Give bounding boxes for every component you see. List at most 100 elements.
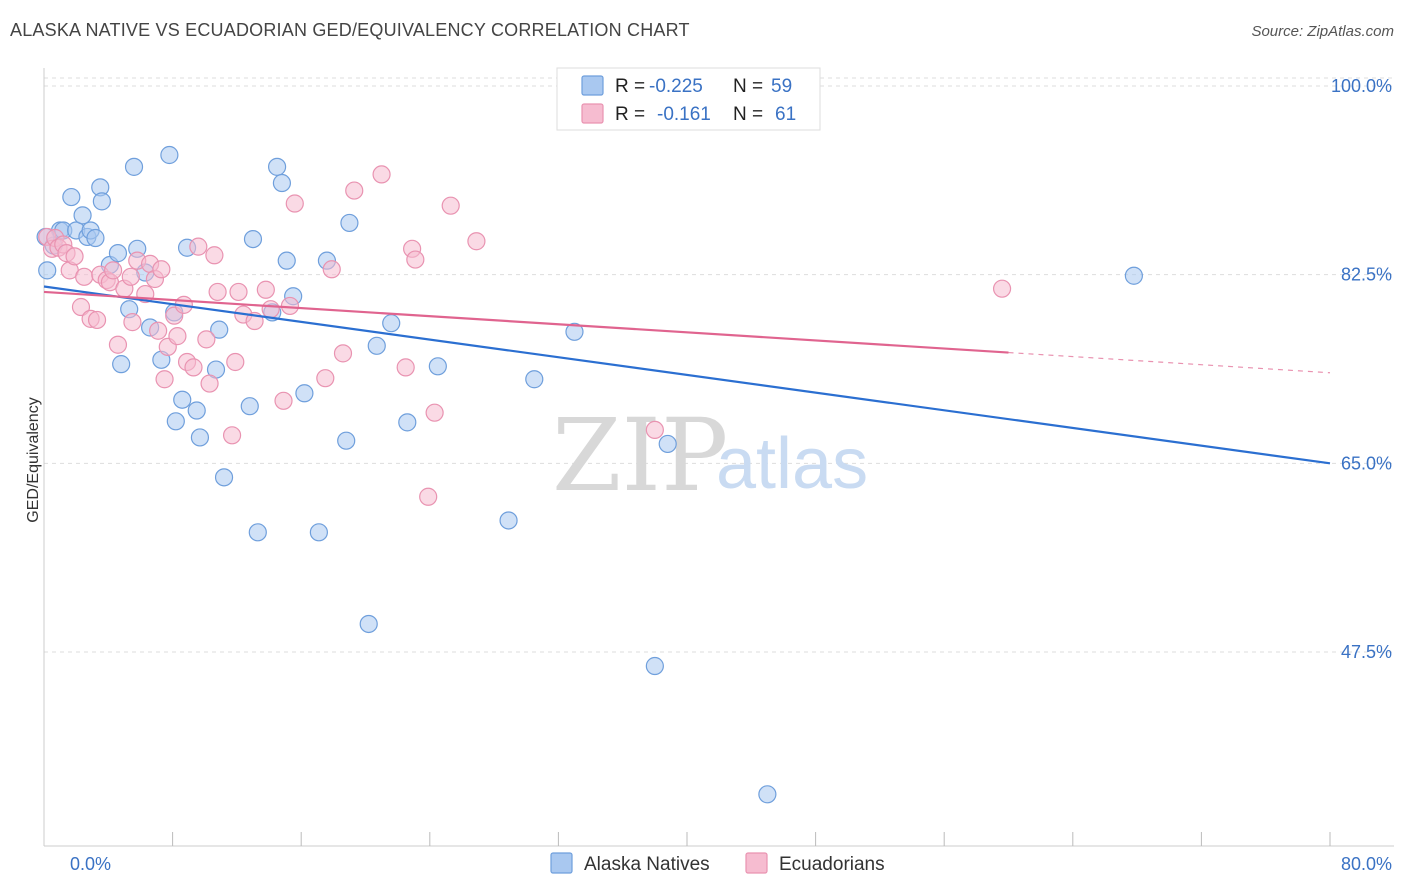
- point-alaska-native: [190, 428, 210, 447]
- point-ecuadorian: [222, 426, 242, 445]
- point-alaska-native: [382, 314, 401, 333]
- point-alaska-native: [277, 251, 296, 270]
- point-ecuadorian: [121, 267, 140, 286]
- point-alaska-native: [367, 336, 386, 355]
- point-ecuadorian: [184, 358, 203, 377]
- point-ecuadorian: [467, 232, 486, 251]
- bottom-legend-swatch-blue: [550, 852, 573, 874]
- point-ecuadorian: [152, 260, 171, 279]
- point-ecuadorian: [441, 196, 460, 215]
- point-ecuadorian: [419, 487, 438, 506]
- point-ecuadorian: [316, 369, 335, 388]
- axes: [43, 68, 1394, 847]
- point-alaska-native: [160, 145, 179, 165]
- point-alaska-native: [398, 413, 417, 432]
- point-alaska-native: [124, 157, 144, 176]
- point-alaska-native: [499, 511, 518, 530]
- point-ecuadorian: [149, 321, 168, 340]
- trend-line-extension-ecuador: [1008, 351, 1331, 374]
- legend-r-value-2: -0.161: [657, 104, 711, 125]
- point-alaska-native: [309, 523, 328, 542]
- legend-r-value-1: -0.225: [649, 76, 703, 97]
- y-axis-label: GED/Equivalency: [25, 397, 42, 522]
- point-ecuadorian: [123, 313, 142, 332]
- point-alaska-native: [240, 397, 259, 416]
- data-points: [36, 74, 1143, 804]
- y-tick-labels: 100.0% 82.5% 65.0% 47.5%: [1331, 76, 1392, 662]
- point-alaska-native: [340, 213, 359, 233]
- point-ecuadorian: [229, 282, 248, 302]
- point-ecuadorian: [200, 374, 219, 393]
- point-ecuadorian: [261, 300, 280, 319]
- source-label: Source: ZipAtlas.com: [1251, 23, 1394, 40]
- point-alaska-native: [758, 785, 777, 804]
- point-ecuadorian: [75, 267, 94, 286]
- point-alaska-native: [173, 390, 192, 409]
- point-ecuadorian: [425, 403, 444, 422]
- x-tick-label-min: 0.0%: [70, 854, 111, 874]
- point-alaska-native: [187, 401, 206, 420]
- grid-lines: [44, 77, 1394, 653]
- point-ecuadorian: [285, 194, 304, 213]
- point-ecuadorian: [322, 260, 341, 279]
- point-ecuadorian: [168, 327, 187, 346]
- point-alaska-native: [337, 431, 356, 450]
- point-alaska-native: [267, 157, 287, 176]
- point-ecuadorian: [197, 330, 216, 349]
- bottom-legend-ecuador: Ecuadorians: [779, 854, 885, 875]
- point-ecuadorian: [226, 352, 245, 372]
- bottom-legend-swatch-pink: [745, 852, 768, 874]
- legend-swatch-blue: [581, 75, 604, 96]
- legend-swatch-pink: [581, 103, 604, 124]
- point-ecuadorian: [372, 165, 391, 184]
- point-ecuadorian: [189, 237, 208, 256]
- point-ecuadorian: [71, 297, 91, 317]
- y-tick-label: 47.5%: [1341, 642, 1392, 662]
- point-ecuadorian: [406, 250, 425, 269]
- point-alaska-native: [108, 244, 128, 263]
- point-alaska-native: [658, 434, 677, 454]
- watermark: ZIP atlas: [552, 397, 868, 514]
- watermark-atlas: atlas: [716, 424, 868, 504]
- point-alaska-native: [243, 229, 263, 249]
- point-ecuadorian: [396, 358, 415, 377]
- y-tick-label: 65.0%: [1341, 453, 1392, 473]
- point-alaska-native: [166, 412, 185, 431]
- point-alaska-native: [86, 228, 105, 248]
- legend-n-label-1: N =: [733, 76, 763, 97]
- point-ecuadorian: [104, 261, 123, 280]
- point-ecuadorian: [65, 247, 84, 266]
- x-ticks: [172, 832, 1331, 846]
- x-tick-label-max: 80.0%: [1341, 854, 1392, 874]
- point-alaska-native: [1124, 266, 1143, 285]
- point-ecuadorian: [256, 280, 275, 299]
- point-alaska-native: [525, 370, 544, 389]
- legend-r-label-2: R =: [615, 104, 645, 125]
- point-ecuadorian: [155, 370, 174, 389]
- point-ecuadorian: [274, 391, 293, 410]
- point-alaska-native: [38, 261, 57, 280]
- point-alaska-native: [295, 384, 314, 403]
- point-alaska-native: [92, 192, 111, 211]
- trend-line-ecuador: [43, 290, 1009, 354]
- legend-box: R = -0.225 N = 59 R = -0.161 N = 61: [556, 67, 821, 131]
- point-ecuadorian: [208, 282, 227, 302]
- legend-n-value-2: 61: [775, 104, 796, 125]
- point-ecuadorian: [345, 181, 364, 200]
- trend-lines: [43, 285, 1331, 465]
- legend-n-value-1: 59: [771, 76, 792, 97]
- point-ecuadorian: [992, 279, 1012, 298]
- point-alaska-native: [272, 173, 292, 193]
- point-alaska-native: [214, 468, 234, 487]
- trend-line-alaska: [43, 285, 1331, 465]
- point-alaska-native: [428, 357, 447, 376]
- point-alaska-native: [645, 656, 664, 676]
- point-alaska-native: [248, 523, 267, 542]
- point-alaska-native: [210, 320, 229, 339]
- point-ecuadorian: [87, 310, 107, 330]
- point-alaska-native: [112, 355, 131, 374]
- point-alaska-native: [73, 206, 92, 225]
- point-alaska-native: [62, 187, 81, 207]
- point-ecuadorian: [205, 246, 224, 265]
